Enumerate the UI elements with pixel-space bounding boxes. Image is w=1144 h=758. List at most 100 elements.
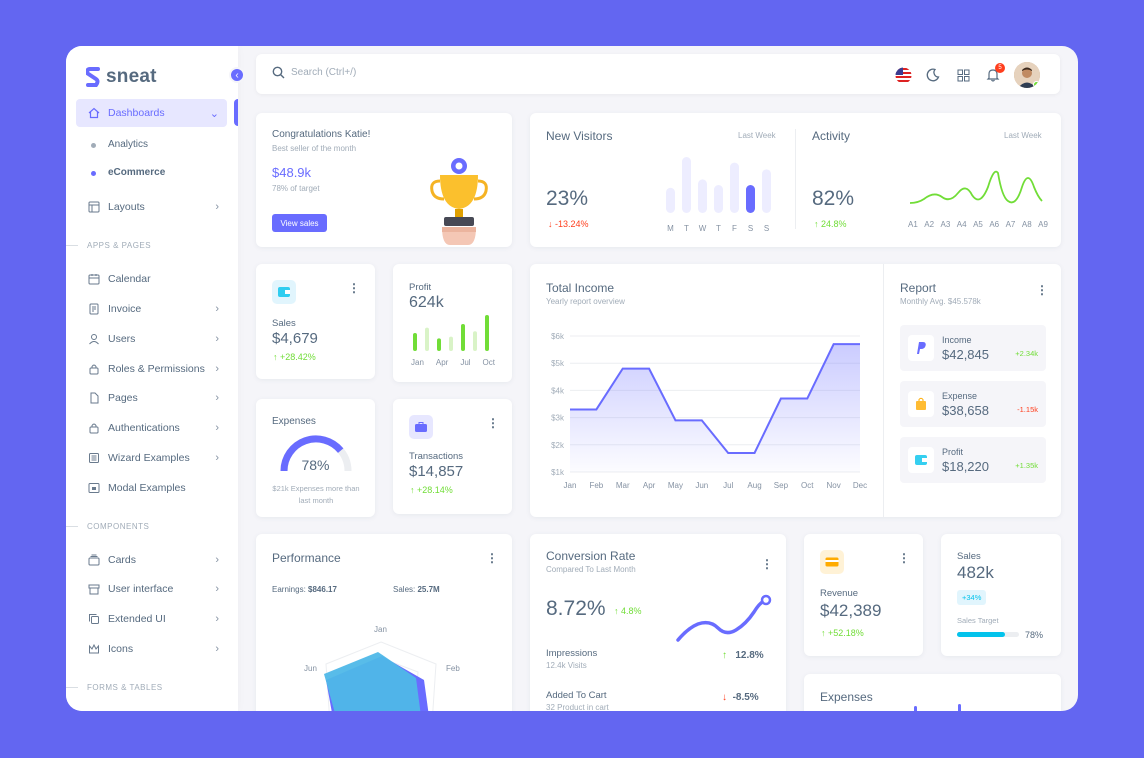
chart-bar <box>437 338 441 351</box>
bell-icon[interactable]: 5 <box>984 63 1005 84</box>
chevron-right-icon: › <box>215 363 219 375</box>
chevron-right-icon: › <box>215 422 219 434</box>
tick-label: $2k <box>551 441 565 450</box>
more-options-icon[interactable]: ⋮ <box>487 416 499 430</box>
cart-value: ↓ -8.5% <box>722 692 759 703</box>
activity-value: 82% <box>812 187 855 210</box>
more-options-icon[interactable]: ⋮ <box>898 551 910 565</box>
logo[interactable]: sneat <box>86 66 157 88</box>
sidebar-item-icons[interactable]: Icons › <box>76 635 227 663</box>
sales-change: ↑ +28.42% <box>273 352 316 362</box>
activity-period: Last Week <box>1004 131 1042 140</box>
section-header: FORMS & TABLES <box>66 683 163 692</box>
performance-title: Performance <box>272 551 341 565</box>
report-title: Report <box>900 281 937 295</box>
chevron-right-icon: › <box>215 201 219 213</box>
sidebar-item-calendar[interactable]: Calendar <box>76 265 227 293</box>
sidebar-item-cards[interactable]: Cards › <box>76 546 227 574</box>
shopping-bag-icon <box>908 391 934 417</box>
tick-label: A7 <box>1005 220 1016 229</box>
sidebar-item-user-interface[interactable]: User interface › <box>76 575 227 603</box>
file-icon <box>90 392 99 404</box>
tick-label: $4k <box>551 386 565 395</box>
tick-label: Apr <box>435 358 449 367</box>
chevron-right-icon: › <box>215 333 219 345</box>
tick-label: Aug <box>747 481 761 490</box>
sidebar-item-invoice[interactable]: Invoice › <box>76 295 227 323</box>
wallet-icon <box>908 447 934 473</box>
total-income-subtitle: Yearly report overview <box>546 297 625 306</box>
expenses-gauge <box>280 435 352 472</box>
report-row-profit: Profit $18,220 +1.35k <box>900 437 1046 483</box>
total-income-title: Total Income <box>546 281 615 295</box>
chevron-right-icon: › <box>215 452 219 464</box>
app-frame: sneat ‹ Dashboards ⌄ Analytics eCommerce… <box>66 46 1078 711</box>
trophy-illustration-icon <box>430 158 488 245</box>
activity-change: ↑ 24.8% <box>814 219 847 229</box>
sales-card: ⋮ Sales $4,679 ↑ +28.42% <box>256 264 375 379</box>
chart-bar <box>914 706 917 711</box>
moon-icon[interactable] <box>924 66 942 84</box>
chart-bar <box>746 185 755 213</box>
chart-bar <box>425 327 429 351</box>
revenue-value: $42,389 <box>820 601 882 620</box>
tick-label: Jun <box>695 481 708 490</box>
sidebar-item-layouts[interactable]: Layouts › <box>76 193 227 221</box>
report-subtitle: Monthly Avg. $45.578k <box>900 297 981 306</box>
more-options-icon[interactable]: ⋮ <box>1036 283 1048 297</box>
section-header: COMPONENTS <box>66 522 149 531</box>
sidebar-item-pages[interactable]: Pages › <box>76 384 227 412</box>
search-bar[interactable]: Search (Ctrl+/) <box>272 66 356 79</box>
tick-label: S <box>748 224 753 233</box>
tick-label: Sep <box>774 481 789 490</box>
sidebar-subitem-ecommerce[interactable]: eCommerce <box>91 167 165 178</box>
conversion-value: 8.72% <box>546 597 606 620</box>
wallet-icon <box>272 280 296 304</box>
briefcase-icon <box>409 415 433 439</box>
tick-label: M <box>667 224 674 233</box>
more-options-icon[interactable]: ⋮ <box>486 551 498 565</box>
expenses-bottom-title: Expenses <box>820 690 873 704</box>
profit-value: 624k <box>409 294 444 311</box>
chart-bar <box>473 331 477 351</box>
more-options-icon[interactable]: ⋮ <box>761 557 773 571</box>
income-line-chart: $6k $5k $4k $3k $2k $1k Jan Feb Mar Apr May Jun Jul A… <box>551 332 867 490</box>
sidebar-item-roles[interactable]: Roles & Permissions › <box>76 355 227 383</box>
avatar[interactable] <box>1014 62 1040 88</box>
tick-label: Jan <box>411 358 424 367</box>
chart-bar <box>698 179 707 213</box>
search-input[interactable]: Search (Ctrl+/) <box>291 67 357 78</box>
performance-radar-chart <box>324 641 437 711</box>
sales-badge: +34% <box>957 590 987 605</box>
tick-label: A8 <box>1021 220 1032 229</box>
performance-card: Performance ⋮ Earnings: $846.17 Sales: 2… <box>256 534 512 711</box>
sidebar-item-extended-ui[interactable]: Extended UI › <box>76 605 227 633</box>
language-flag-icon[interactable] <box>894 66 912 84</box>
sales-target-caption: Sales Target <box>957 616 999 625</box>
visitors-period: Last Week <box>738 131 776 140</box>
section-header: APPS & PAGES <box>66 241 151 250</box>
sidebar-item-wizard[interactable]: Wizard Examples › <box>76 444 227 472</box>
sidebar-item-users[interactable]: Users › <box>76 325 227 353</box>
conversion-rate-card: Conversion Rate Compared To Last Month ⋮… <box>530 534 786 711</box>
sidebar-item-modal[interactable]: Modal Examples <box>76 474 227 502</box>
tick-label: A2 <box>924 220 935 229</box>
view-sales-button[interactable]: View sales <box>272 214 327 232</box>
expenses-label: Expenses <box>272 416 316 427</box>
tick-label: A9 <box>1038 220 1048 229</box>
sales-text: Sales: 25.7M <box>393 585 440 594</box>
sidebar-item-dashboards[interactable]: Dashboards ⌄ <box>76 99 227 127</box>
sales-value: $4,679 <box>272 330 318 347</box>
transactions-change: ↑ +28.14% <box>410 485 453 495</box>
activity-axis: A1 A2 A3 A4 A5 A6 A7 A8 A9 <box>908 220 1048 229</box>
revenue-card: ⋮ Revenue $42,389 ↑ +52.18% <box>804 534 923 656</box>
more-options-icon[interactable]: ⋮ <box>348 281 360 295</box>
collapse-sidebar-button[interactable]: ‹ <box>229 67 245 83</box>
sidebar-item-authentications[interactable]: Authentications › <box>76 414 227 442</box>
grid-icon[interactable] <box>954 66 972 84</box>
chart-bar <box>682 157 691 213</box>
sidebar-subitem-analytics[interactable]: Analytics <box>91 139 148 150</box>
tick-label: Dec <box>853 481 867 490</box>
logo-icon <box>86 67 100 87</box>
tick-label: A6 <box>989 220 1000 229</box>
